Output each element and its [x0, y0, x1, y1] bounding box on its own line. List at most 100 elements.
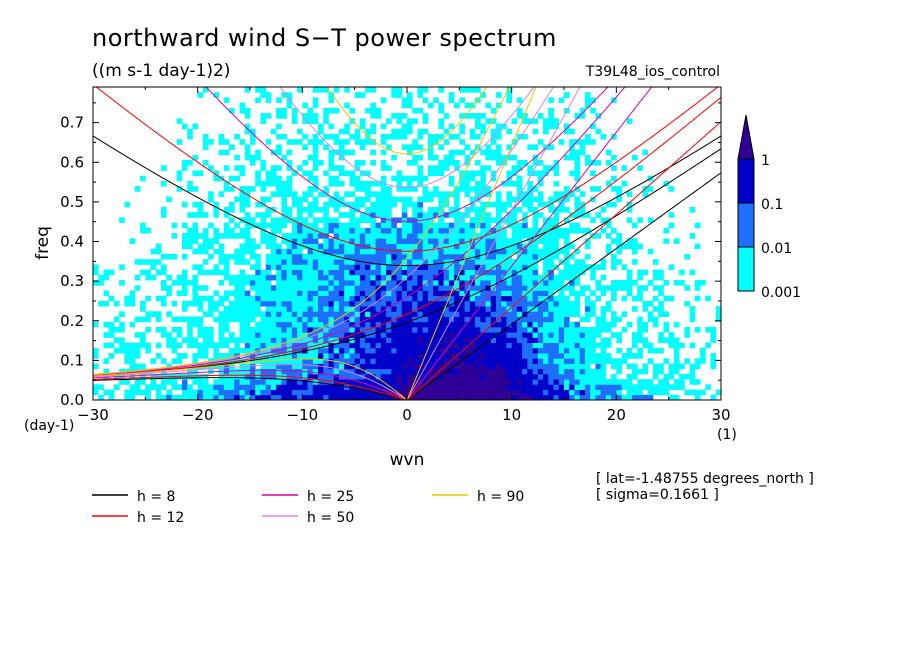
heatmap-cell — [480, 253, 486, 260]
heatmap-cell — [448, 133, 455, 140]
heatmap-cell — [663, 321, 670, 328]
heatmap-cell — [297, 373, 303, 380]
heatmap-cell — [286, 342, 293, 349]
heatmap-cell — [611, 316, 617, 323]
heatmap-cell — [202, 233, 209, 239]
heatmap-cell — [626, 347, 633, 354]
heatmap-cell — [668, 264, 675, 270]
heatmap-cell — [464, 212, 471, 218]
heatmap-cell — [338, 347, 345, 354]
heatmap-cell — [438, 347, 445, 354]
heatmap-cell — [584, 363, 591, 370]
heatmap-cell — [365, 389, 371, 396]
heatmap-cell — [590, 107, 596, 114]
heatmap-cell — [485, 238, 492, 244]
heatmap-cell — [459, 227, 465, 234]
heatmap-cell — [333, 107, 340, 114]
heatmap-cell — [579, 264, 586, 270]
heatmap-cell — [312, 87, 319, 93]
heatmap-cell — [652, 259, 659, 265]
heatmap-cell — [386, 326, 392, 333]
heatmap-cell — [511, 212, 518, 218]
heatmap-cell — [564, 368, 570, 375]
heatmap-cell — [673, 394, 680, 400]
heatmap-cell — [579, 107, 586, 114]
dispersion-curve-h90-gravity — [326, 87, 488, 155]
heatmap-cell — [375, 238, 382, 244]
heatmap-cell — [134, 342, 141, 349]
heatmap-cell — [647, 186, 654, 192]
heatmap-cell — [590, 326, 596, 333]
heatmap-cell — [584, 316, 591, 323]
heatmap-cell — [407, 269, 413, 276]
heatmap-cell — [223, 186, 230, 192]
heatmap-cell — [537, 373, 544, 380]
heatmap-cell — [407, 316, 413, 323]
heatmap-cell — [318, 264, 324, 270]
heatmap-cell — [370, 113, 376, 119]
heatmap-cell — [454, 201, 460, 208]
heatmap-cell — [181, 280, 188, 286]
heatmap-cell — [396, 384, 403, 390]
heatmap-cell — [386, 285, 392, 291]
heatmap-cell — [323, 306, 329, 312]
heatmap-cell — [213, 379, 219, 385]
heatmap-cell — [270, 363, 277, 370]
heatmap-cell — [297, 165, 303, 171]
heatmap-cell — [501, 290, 507, 297]
heatmap-cell — [506, 238, 513, 244]
heatmap-cell — [344, 102, 350, 109]
heatmap-cell — [626, 290, 633, 297]
heatmap-cell — [574, 264, 581, 270]
heatmap-cell — [239, 384, 246, 390]
heatmap-cell — [229, 300, 235, 307]
heatmap-cell — [328, 180, 335, 187]
heatmap-cell — [433, 389, 439, 396]
heatmap-cell — [297, 212, 303, 218]
heatmap-cell — [401, 337, 408, 344]
heatmap-cell — [616, 248, 622, 255]
heatmap-cell — [239, 201, 246, 208]
heatmap-cell — [522, 337, 528, 344]
heatmap-cell — [234, 154, 240, 161]
heatmap-cell — [668, 332, 675, 338]
heatmap-cell — [564, 154, 570, 161]
heatmap-cell — [427, 154, 434, 161]
heatmap-cell — [161, 295, 167, 302]
heatmap-cell — [407, 379, 413, 385]
heatmap-cell — [281, 206, 288, 213]
heatmap-cell — [417, 347, 424, 354]
heatmap-cell — [616, 347, 622, 354]
heatmap-cell — [145, 342, 151, 349]
heatmap-cell — [469, 337, 476, 344]
heatmap-cell — [187, 373, 193, 380]
heatmap-cell — [611, 389, 617, 396]
heatmap-cell — [427, 243, 434, 250]
heatmap-cell — [323, 300, 329, 307]
heatmap-cell — [454, 389, 460, 396]
heatmap-cell — [396, 280, 403, 286]
heatmap-cell — [223, 290, 230, 297]
heatmap-cell — [522, 290, 528, 297]
heatmap-cell — [396, 342, 403, 349]
heatmap-cell — [391, 342, 397, 349]
heatmap-cell — [490, 149, 497, 156]
heatmap-cell — [495, 326, 502, 333]
heatmap-cell — [307, 269, 314, 276]
heatmap-cell — [291, 264, 298, 270]
heatmap-cell — [281, 394, 288, 400]
heatmap-cell — [527, 332, 533, 338]
heatmap-cell — [459, 368, 465, 375]
heatmap-cell — [642, 342, 649, 349]
heatmap-cell — [302, 300, 308, 307]
heatmap-cell — [333, 285, 340, 291]
heatmap-cell — [637, 295, 643, 302]
heatmap-cell — [663, 280, 670, 286]
heatmap-cell — [511, 326, 518, 333]
heatmap-cell — [365, 285, 371, 291]
heatmap-cell — [192, 186, 199, 192]
heatmap-cell — [543, 326, 549, 333]
heatmap-cell — [600, 379, 607, 385]
heatmap-cell — [647, 358, 654, 364]
heatmap-cell — [485, 394, 492, 400]
